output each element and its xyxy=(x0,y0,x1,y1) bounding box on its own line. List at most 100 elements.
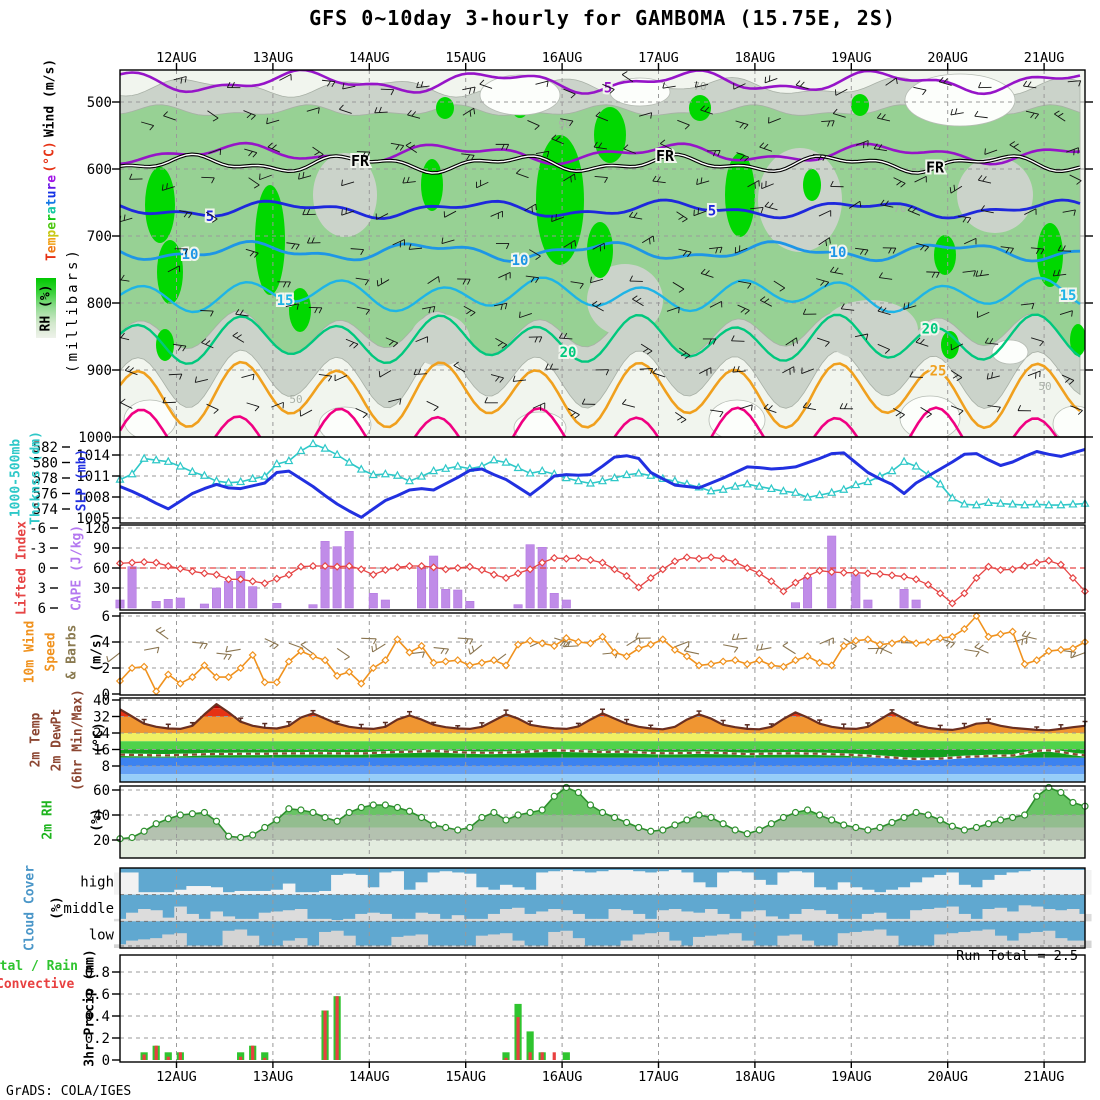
barb-staff xyxy=(879,277,893,280)
barb-staff xyxy=(877,343,890,350)
barb-staff xyxy=(738,280,752,285)
wind-speed-marker xyxy=(296,647,305,656)
thickness-marker xyxy=(417,471,427,480)
barb-staff xyxy=(984,149,998,155)
barb-flag xyxy=(760,296,766,301)
upper-wind-barb xyxy=(763,403,777,414)
wind-speed-marker xyxy=(393,635,402,644)
cloud-bar-high xyxy=(922,877,935,895)
barb-staff xyxy=(413,373,427,375)
thickness-marker xyxy=(622,469,632,479)
precip-bar-convective xyxy=(251,1045,255,1060)
surface-wind-barb xyxy=(468,644,483,655)
cloud-bar-middle xyxy=(319,918,332,922)
barb-staff xyxy=(120,337,130,341)
wind-speed-marker xyxy=(743,660,752,669)
upper-wind-barb xyxy=(964,237,977,245)
cloud-bar-high xyxy=(222,892,236,895)
thickness-marker xyxy=(248,473,258,482)
cape-bar xyxy=(368,593,378,609)
temp-tick-label: 16 xyxy=(93,743,110,759)
barb-staff xyxy=(731,340,745,342)
upper-wind-barb xyxy=(1069,174,1082,185)
barb-staff xyxy=(641,235,654,244)
temp-band-20 xyxy=(120,733,1085,742)
barb-staff xyxy=(336,647,350,658)
barb-flag xyxy=(555,136,561,141)
cloud-bar-middle xyxy=(198,918,211,922)
cloud-bar-high xyxy=(246,890,260,895)
barb-flag xyxy=(307,237,311,244)
barb-staff xyxy=(873,148,887,152)
wind-tick-label: 2 xyxy=(102,661,110,677)
barb-staff xyxy=(854,333,868,338)
cloud-bar-high xyxy=(946,872,959,895)
barb-flag xyxy=(760,643,764,650)
wind-speed-marker xyxy=(1020,660,1029,669)
cloud-bar-high xyxy=(379,872,392,895)
rh-marker xyxy=(430,821,438,829)
cloud-bar-high xyxy=(367,887,380,895)
barb-flag xyxy=(506,243,510,250)
barb-flag xyxy=(827,120,831,127)
barb-staff xyxy=(830,271,844,275)
barb-flag xyxy=(438,276,440,283)
barb-staff xyxy=(964,648,980,653)
barb-flag xyxy=(212,117,219,122)
barb-staff xyxy=(341,181,355,187)
barb-flag xyxy=(892,247,897,254)
thickness-marker xyxy=(1020,500,1030,509)
upper-wind-barb xyxy=(457,278,471,285)
lifted-index-marker xyxy=(887,571,897,580)
cloud-bar-high xyxy=(294,892,308,895)
barb-flag xyxy=(161,184,164,191)
wind-tick-label: 4 xyxy=(102,635,110,651)
upper-wind-barb xyxy=(279,73,292,81)
barb-staff xyxy=(855,140,869,146)
precip-label: 3hr Precip (mm) xyxy=(82,949,98,1067)
temperature-letter: r xyxy=(44,214,60,222)
cloud-bar-high xyxy=(451,872,465,895)
cloud-bar-high xyxy=(620,870,634,895)
barb-staff xyxy=(816,278,829,283)
barb-flag xyxy=(878,272,883,278)
precip-bar-convective xyxy=(528,1052,532,1060)
barb-flag xyxy=(341,209,343,216)
barb-flag xyxy=(467,278,471,285)
upper-wind-barb xyxy=(1070,405,1083,415)
barb-flag xyxy=(375,643,378,650)
cloud-bar-low xyxy=(608,945,622,948)
lifted-index-marker xyxy=(538,558,547,567)
barb-flag xyxy=(579,283,584,289)
barb-flag xyxy=(210,310,214,317)
upper-wind-barb xyxy=(978,82,992,89)
cloud-bar-low xyxy=(1018,933,1032,948)
thickness-marker xyxy=(236,476,246,486)
barb-staff xyxy=(241,373,255,378)
wind-speed-marker xyxy=(489,656,498,665)
panel-border xyxy=(119,785,1086,859)
freezing-level-line-core xyxy=(120,153,1081,174)
barb-flag xyxy=(248,151,253,157)
lifted-index-marker xyxy=(236,575,245,584)
barb-flag xyxy=(633,212,638,218)
cloud-bar-high xyxy=(524,889,537,895)
upper-wind-barb xyxy=(277,281,291,288)
upper-wind-barb xyxy=(558,332,573,340)
upper-wind-barb xyxy=(832,108,846,118)
cloud-bar-high xyxy=(319,890,332,895)
barb-flag xyxy=(331,81,336,88)
barb-flag xyxy=(1073,149,1075,156)
barb-flag xyxy=(1017,405,1022,411)
barb-flag xyxy=(678,288,685,293)
upper-wind-barb xyxy=(950,405,964,416)
cloud-row-label: middle xyxy=(63,901,114,917)
cloud-bar-high xyxy=(150,892,163,895)
upper-wind-barb xyxy=(830,266,844,275)
barb-flag xyxy=(878,144,883,150)
barb-staff xyxy=(559,337,573,340)
barb-staff xyxy=(700,272,714,278)
barb-flag xyxy=(642,348,649,353)
rh-white-patch xyxy=(479,74,561,116)
barb-flag xyxy=(652,368,658,374)
